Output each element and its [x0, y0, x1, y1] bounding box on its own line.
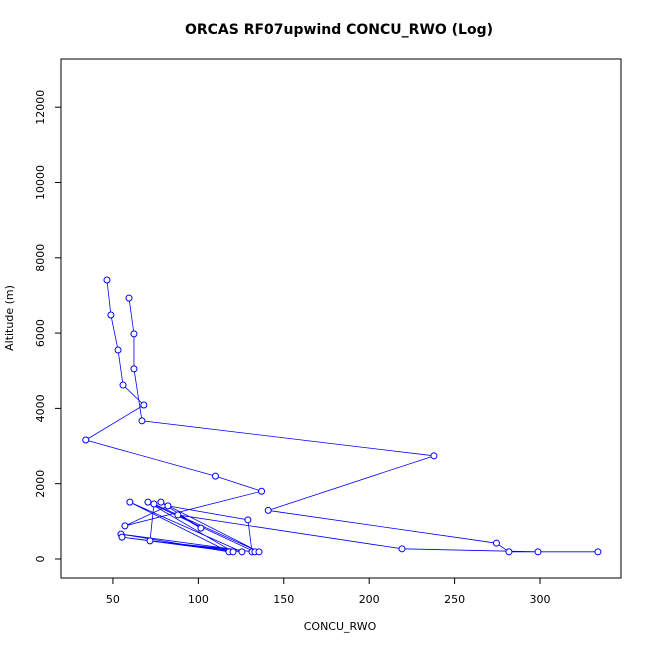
- point: [197, 524, 205, 532]
- point: [264, 506, 272, 514]
- y-tick-label: 6000: [34, 319, 47, 347]
- x-tick-label: 150: [273, 593, 294, 606]
- y-tick-label: 4000: [34, 394, 47, 422]
- plot-frame: [60, 58, 622, 579]
- point: [150, 500, 158, 508]
- x-tick-label: 200: [359, 593, 380, 606]
- point: [594, 548, 602, 556]
- point: [146, 537, 154, 545]
- point: [138, 417, 146, 425]
- point: [398, 545, 406, 553]
- point: [118, 533, 126, 541]
- point: [211, 472, 219, 480]
- y-tick-label: 12000: [34, 90, 47, 125]
- point: [140, 401, 148, 409]
- point: [121, 522, 129, 530]
- point: [103, 276, 111, 284]
- x-tick-label: 250: [444, 593, 465, 606]
- point: [107, 311, 115, 319]
- point: [244, 516, 252, 524]
- point: [534, 548, 542, 556]
- y-tick-label: 0: [34, 555, 47, 562]
- point: [157, 498, 165, 506]
- y-axis-label: Altitude (m): [3, 285, 16, 351]
- x-tick-label: 100: [188, 593, 209, 606]
- x-tick-label: 300: [530, 593, 551, 606]
- series-line: [84, 279, 598, 553]
- y-tick-label: 2000: [34, 470, 47, 498]
- point: [130, 330, 138, 338]
- x-axis-label: CONCU_RWO: [304, 620, 377, 633]
- point: [492, 539, 500, 547]
- point: [126, 498, 134, 506]
- point: [125, 294, 133, 302]
- point: [114, 346, 122, 354]
- point: [430, 452, 438, 460]
- point: [229, 548, 237, 556]
- point: [164, 502, 172, 510]
- point: [255, 548, 263, 556]
- point: [505, 548, 513, 556]
- x-tick-label: 50: [106, 593, 120, 606]
- chart-title: ORCAS RF07upwind CONCU_RWO (Log): [185, 22, 493, 38]
- y-tick-label: 10000: [34, 165, 47, 200]
- point: [174, 511, 182, 519]
- point: [258, 487, 266, 495]
- point: [144, 498, 152, 506]
- point: [238, 548, 246, 556]
- point: [82, 436, 90, 444]
- point: [130, 365, 138, 373]
- y-tick-label: 8000: [34, 244, 47, 272]
- point: [119, 381, 127, 389]
